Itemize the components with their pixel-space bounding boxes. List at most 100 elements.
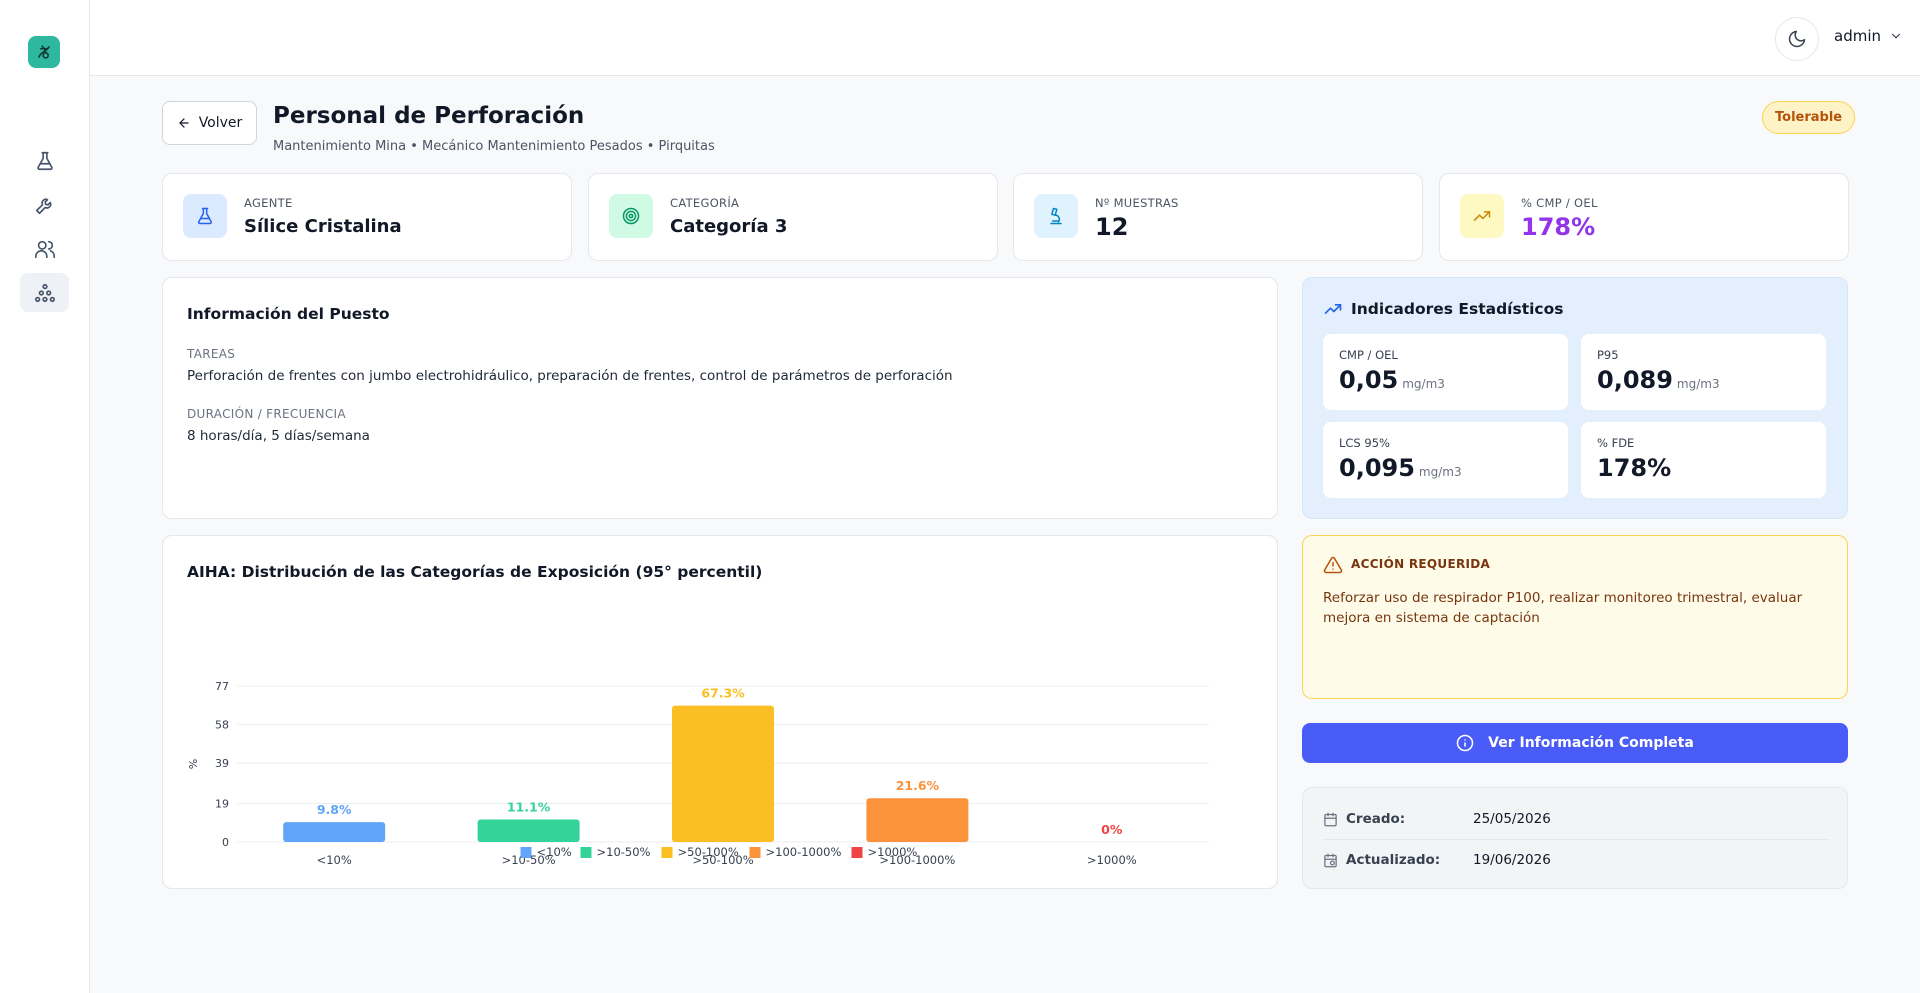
x-tick-label: >10-50%: [502, 853, 556, 867]
data-label: 11.1%: [507, 800, 551, 815]
divider: [1323, 839, 1829, 840]
bar-4: [866, 798, 969, 842]
topbar: [90, 0, 1920, 76]
created-label: Creado:: [1346, 811, 1406, 827]
back-button[interactable]: Volver: [162, 101, 257, 145]
view-full-info-button[interactable]: Ver Información Completa: [1302, 723, 1848, 763]
stat-label: % CMP / OEL: [1521, 196, 1598, 210]
bar-3: [672, 705, 774, 842]
stat-label: AGENTE: [244, 196, 293, 210]
x-tick-label: >1000%: [1087, 853, 1137, 867]
calendar-clock-icon: [1324, 853, 1337, 867]
tasks-label: TAREAS: [187, 347, 236, 361]
y-tick-label: 39: [215, 757, 229, 770]
data-label: 21.6%: [896, 778, 940, 793]
indicator-lcs95: LCS 95% 0,095 mg/m3: [1323, 422, 1568, 498]
updated-label: Actualizado:: [1346, 852, 1441, 868]
stat-card-agent: AGENTE Sílice Cristalina: [162, 173, 572, 261]
data-label: 0%: [1101, 822, 1123, 837]
x-tick-label: <10%: [317, 853, 352, 867]
created-value: 25/05/2026: [1473, 811, 1551, 827]
bar-1: [283, 822, 386, 842]
nav-item-groups[interactable]: [20, 273, 69, 312]
legend-label: >100-1000%: [766, 845, 842, 859]
stat-icon-box: [183, 194, 227, 238]
legend-swatch: [851, 847, 863, 858]
y-axis-label: %: [187, 759, 200, 769]
x-tick-label: >50-100%: [692, 853, 753, 867]
bar-chart: 0 19 39 58 77% 9.8% <10% 11.1% >10-50% 67.3% >50-1…: [187, 680, 1209, 867]
job-info-card: Información del Puesto TAREAS Perforació…: [162, 277, 1278, 519]
stat-label: Nº MUESTRAS: [1095, 196, 1179, 210]
nav-item-users[interactable]: [20, 229, 69, 268]
y-tick-label: 19: [215, 798, 229, 811]
info-icon: [1456, 734, 1474, 752]
indicator-label: CMP / OEL: [1339, 348, 1398, 362]
stat-value: Categoría 3: [670, 216, 788, 237]
indicator-label: % FDE: [1597, 436, 1635, 450]
tasks-value: Perforación de frentes con jumbo electro…: [187, 368, 953, 384]
microscope-icon: [1050, 207, 1062, 225]
indicator-value: 0,095 mg/m3: [1339, 454, 1462, 482]
page-title: Personal de Perforación: [273, 103, 585, 129]
updated-value: 19/06/2026: [1473, 852, 1551, 868]
users-icon: [34, 240, 55, 258]
indicator-label: LCS 95%: [1339, 436, 1390, 450]
data-label: 67.3%: [701, 686, 745, 701]
chevron-down-icon: [1891, 33, 1901, 39]
view-full-info-label: Ver Información Completa: [1488, 735, 1694, 751]
network-icon: [34, 283, 55, 302]
y-tick-label: 58: [215, 718, 229, 731]
stat-card-samples: Nº MUESTRAS 12: [1013, 173, 1423, 261]
legend-swatch: [580, 847, 592, 858]
stat-card-cmp-oel: % CMP / OEL 178%: [1439, 173, 1849, 261]
stat-value: Sílice Cristalina: [244, 216, 402, 237]
stat-icon-box: [1034, 194, 1078, 238]
status-badge: Tolerable: [1762, 101, 1856, 134]
logo-icon: [38, 45, 50, 59]
y-tick-label: 77: [215, 680, 229, 693]
legend-label: >50-100%: [678, 845, 739, 859]
legend-label: <10%: [537, 845, 572, 859]
app-logo[interactable]: [28, 36, 60, 68]
created-label-wrap: Creado:: [1323, 811, 1443, 827]
page-subtitle: Mantenimiento Mina • Mecánico Mantenimie…: [273, 139, 715, 154]
theme-toggle-button[interactable]: [1775, 17, 1819, 61]
flask-icon: [36, 151, 53, 170]
user-name: admin: [1834, 27, 1881, 45]
created-row: Creado: 25/05/2026: [1323, 799, 1829, 839]
moon-icon: [1788, 30, 1806, 48]
x-tick-label: >100-1000%: [879, 853, 955, 867]
warning-icon: [1323, 556, 1343, 574]
stat-icon-box: [1460, 194, 1504, 238]
arrow-left-icon: [179, 118, 189, 128]
y-tick-label: 0: [222, 836, 229, 849]
duration-value: 8 horas/día, 5 días/semana: [187, 428, 370, 444]
user-menu[interactable]: admin: [1834, 27, 1903, 45]
indicators-card: Indicadores Estadísticos CMP / OEL 0,05 m…: [1302, 277, 1848, 519]
action-title: ACCIÓN REQUERIDA: [1351, 557, 1491, 571]
stat-icon-box: [609, 194, 653, 238]
updated-label-wrap: Actualizado:: [1323, 852, 1443, 868]
back-button-label: Volver: [198, 115, 243, 131]
target-icon: [622, 207, 640, 225]
indicator-fde: % FDE 178%: [1581, 422, 1826, 498]
sidebar: [0, 0, 90, 993]
legend-swatch: [661, 847, 673, 858]
updated-row: Actualizado: 19/06/2026: [1323, 840, 1829, 880]
stat-value: 12: [1095, 213, 1129, 241]
indicator-value: 178%: [1597, 454, 1672, 482]
dates-card: Creado: 25/05/2026 Actualizado: 19/06/20…: [1302, 787, 1848, 889]
nav-item-samples[interactable]: [20, 141, 69, 180]
action-text: Reforzar uso de respirador P100, realiza…: [1323, 590, 1803, 626]
legend-label: >10-50%: [597, 845, 651, 859]
duration-label: DURACIÓN / FRECUENCIA: [187, 407, 346, 421]
stat-value: 178%: [1521, 213, 1596, 241]
chart-title: AIHA: Distribución de las Categorías de …: [187, 563, 763, 581]
indicator-value: 0,089 mg/m3: [1597, 366, 1720, 394]
action-required-card: ACCIÓN REQUERIDA Reforzar uso de respira…: [1302, 535, 1848, 699]
indicator-p95: P95 0,089 mg/m3: [1581, 334, 1826, 410]
flask-icon: [197, 207, 213, 225]
indicator-label: P95: [1597, 348, 1619, 362]
nav-item-tools[interactable]: [20, 185, 69, 224]
